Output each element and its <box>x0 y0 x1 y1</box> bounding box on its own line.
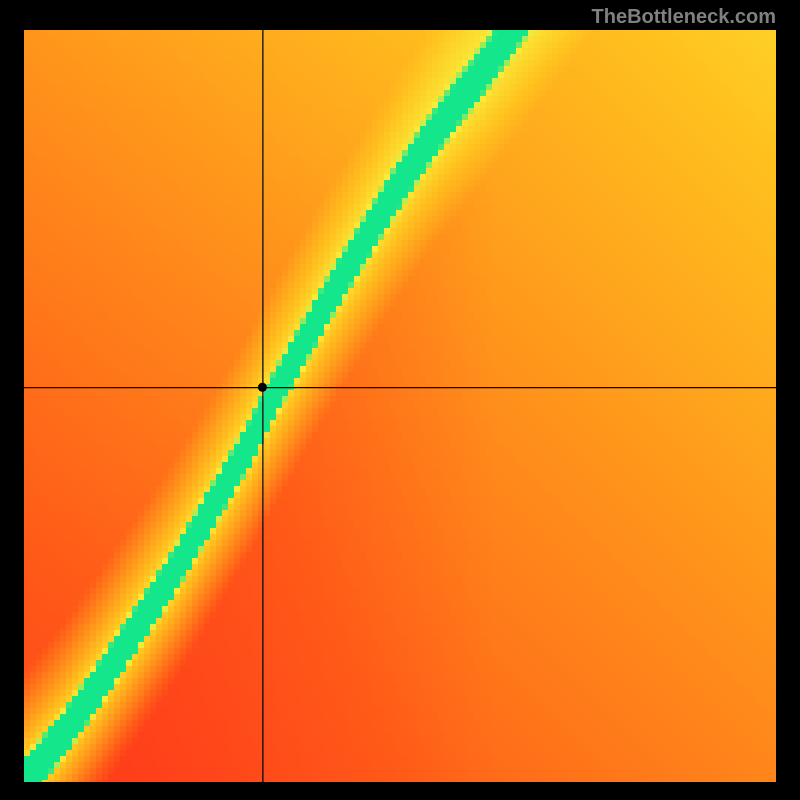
chart-container: TheBottleneck.com <box>0 0 800 800</box>
heatmap-plot <box>24 30 776 782</box>
heatmap-canvas <box>24 30 776 782</box>
watermark-text: TheBottleneck.com <box>592 6 776 29</box>
